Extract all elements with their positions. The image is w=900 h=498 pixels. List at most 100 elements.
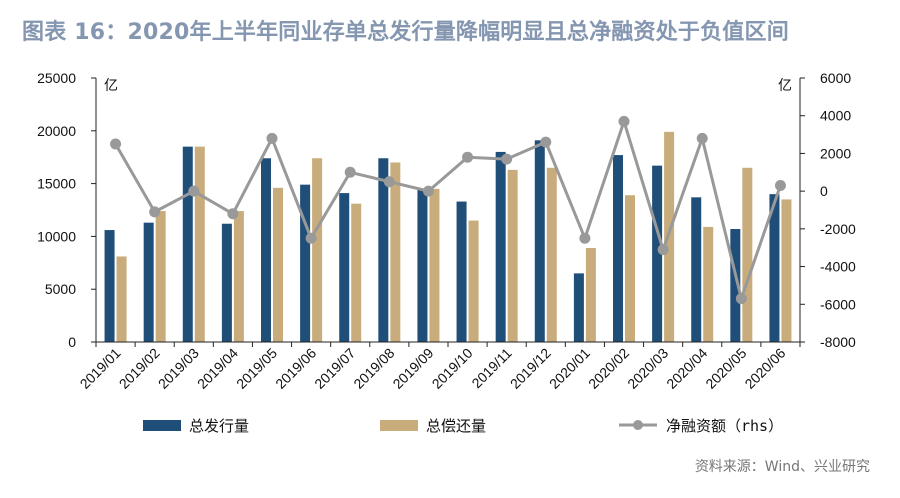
bar-repay <box>116 256 127 342</box>
y-right-tick-label: 0 <box>820 183 828 199</box>
bar-issue <box>261 158 271 342</box>
source-note: 资料来源：Wind、兴业研究 <box>694 459 870 475</box>
bar-issue <box>339 193 350 342</box>
point-net <box>735 293 747 305</box>
y-left-tick-label: 25000 <box>37 70 76 86</box>
y-right-tick-label: -6000 <box>820 296 856 312</box>
x-tick-label: 2019/06 <box>272 345 319 392</box>
bars-layer <box>104 131 792 342</box>
y-left-tick-label: 20000 <box>37 123 76 139</box>
line-layer <box>110 115 786 305</box>
point-net <box>188 185 200 197</box>
bar-issue <box>769 194 780 342</box>
y-left-tick-label: 10000 <box>37 228 76 244</box>
bar-issue <box>573 273 584 342</box>
x-tick-label: 2020/03 <box>624 345 671 392</box>
bar-issue <box>378 158 389 342</box>
bar-issue <box>534 140 545 342</box>
bar-repay <box>351 203 362 342</box>
bar-repay <box>507 169 518 342</box>
legend-label-issue: 总发行量 <box>189 416 250 435</box>
bar-issue <box>613 155 623 342</box>
legend-label-net: 净融资额（rhs） <box>666 416 784 435</box>
point-net <box>344 166 356 178</box>
bar-issue <box>730 229 741 342</box>
x-tick-label: 2019/04 <box>194 345 241 392</box>
x-tick-label: 2019/12 <box>507 345 554 392</box>
legend-swatch-repay <box>380 419 418 431</box>
bar-issue <box>221 223 232 342</box>
x-tick-label: 2019/11 <box>468 345 515 392</box>
x-tick-label: 2020/04 <box>663 345 710 392</box>
point-net <box>579 232 591 244</box>
x-tick-label: 2019/08 <box>350 345 397 392</box>
bar-repay <box>703 226 714 342</box>
y-left-tick-label: 15000 <box>37 176 76 192</box>
x-tick-label: 2019/10 <box>429 345 476 392</box>
point-net <box>462 151 474 163</box>
bar-issue <box>143 222 154 342</box>
x-tick-label: 2020/05 <box>702 345 749 392</box>
point-net <box>227 208 239 220</box>
x-tick-label: 2019/01 <box>77 345 124 392</box>
legend-swatch-net <box>619 420 657 430</box>
x-tick-label: 2019/05 <box>233 345 280 392</box>
x-tick-label: 2019/02 <box>116 345 163 392</box>
x-tick-label: 2019/07 <box>311 345 358 392</box>
point-net <box>110 138 122 150</box>
x-tick-label: 2020/06 <box>741 345 788 392</box>
bar-repay <box>781 199 792 342</box>
point-net <box>540 136 552 148</box>
bar-repay <box>546 167 557 342</box>
y-right-tick-label: 2000 <box>820 145 851 161</box>
point-net <box>305 232 317 244</box>
point-net <box>266 132 278 144</box>
y-left-tick-label: 0 <box>68 334 76 350</box>
bar-repay <box>273 187 283 342</box>
y-right-tick-label: 6000 <box>820 70 851 86</box>
legend-item-issue: 总发行量 <box>143 412 249 438</box>
bar-issue <box>652 165 663 342</box>
bar-issue <box>300 184 311 342</box>
legend-label-repay: 总偿还量 <box>426 416 487 435</box>
bar-repay <box>625 195 635 342</box>
bar-repay <box>429 188 440 342</box>
line-net <box>114 119 782 301</box>
legend-item-net: 净融资额（rhs） <box>618 412 783 438</box>
legend-swatch-issue <box>143 419 181 431</box>
bar-repay <box>155 211 166 342</box>
point-net <box>618 115 630 127</box>
point-net <box>501 153 513 165</box>
bar-repay <box>312 158 323 342</box>
bar-repay <box>742 167 753 342</box>
y-left-unit: 亿 <box>104 78 118 94</box>
y-left-tick-label: 5000 <box>45 281 76 297</box>
figure-title: 图表 16：2020年上半年同业存单总发行量降幅明显且总净融资处于负值区间 <box>22 20 789 45</box>
x-tick-label: 2020/02 <box>585 345 632 392</box>
bar-issue <box>691 197 702 342</box>
legend-item-repay: 总偿还量 <box>380 412 486 438</box>
bar-repay <box>390 162 401 342</box>
bar-repay <box>194 146 205 342</box>
y-right-unit: 亿 <box>778 78 792 94</box>
point-net <box>149 206 161 218</box>
x-tick-label: 2019/03 <box>155 345 202 392</box>
point-net <box>657 244 669 256</box>
bar-issue <box>417 188 428 342</box>
bar-issue <box>182 146 193 342</box>
point-net <box>774 179 786 191</box>
x-tick-label: 2019/09 <box>389 345 436 392</box>
bar-repay <box>585 248 596 342</box>
y-right-tick-label: -4000 <box>820 259 856 275</box>
bar-issue <box>456 201 467 342</box>
bar-issue <box>495 151 506 342</box>
y-right-tick-label: -8000 <box>820 334 856 350</box>
x-tick-label: 2020/01 <box>546 345 593 392</box>
bar-repay <box>468 220 479 342</box>
y-right-tick-label: -2000 <box>820 221 856 237</box>
bar-issue <box>104 230 115 342</box>
point-net <box>422 185 434 197</box>
point-net <box>383 176 395 188</box>
